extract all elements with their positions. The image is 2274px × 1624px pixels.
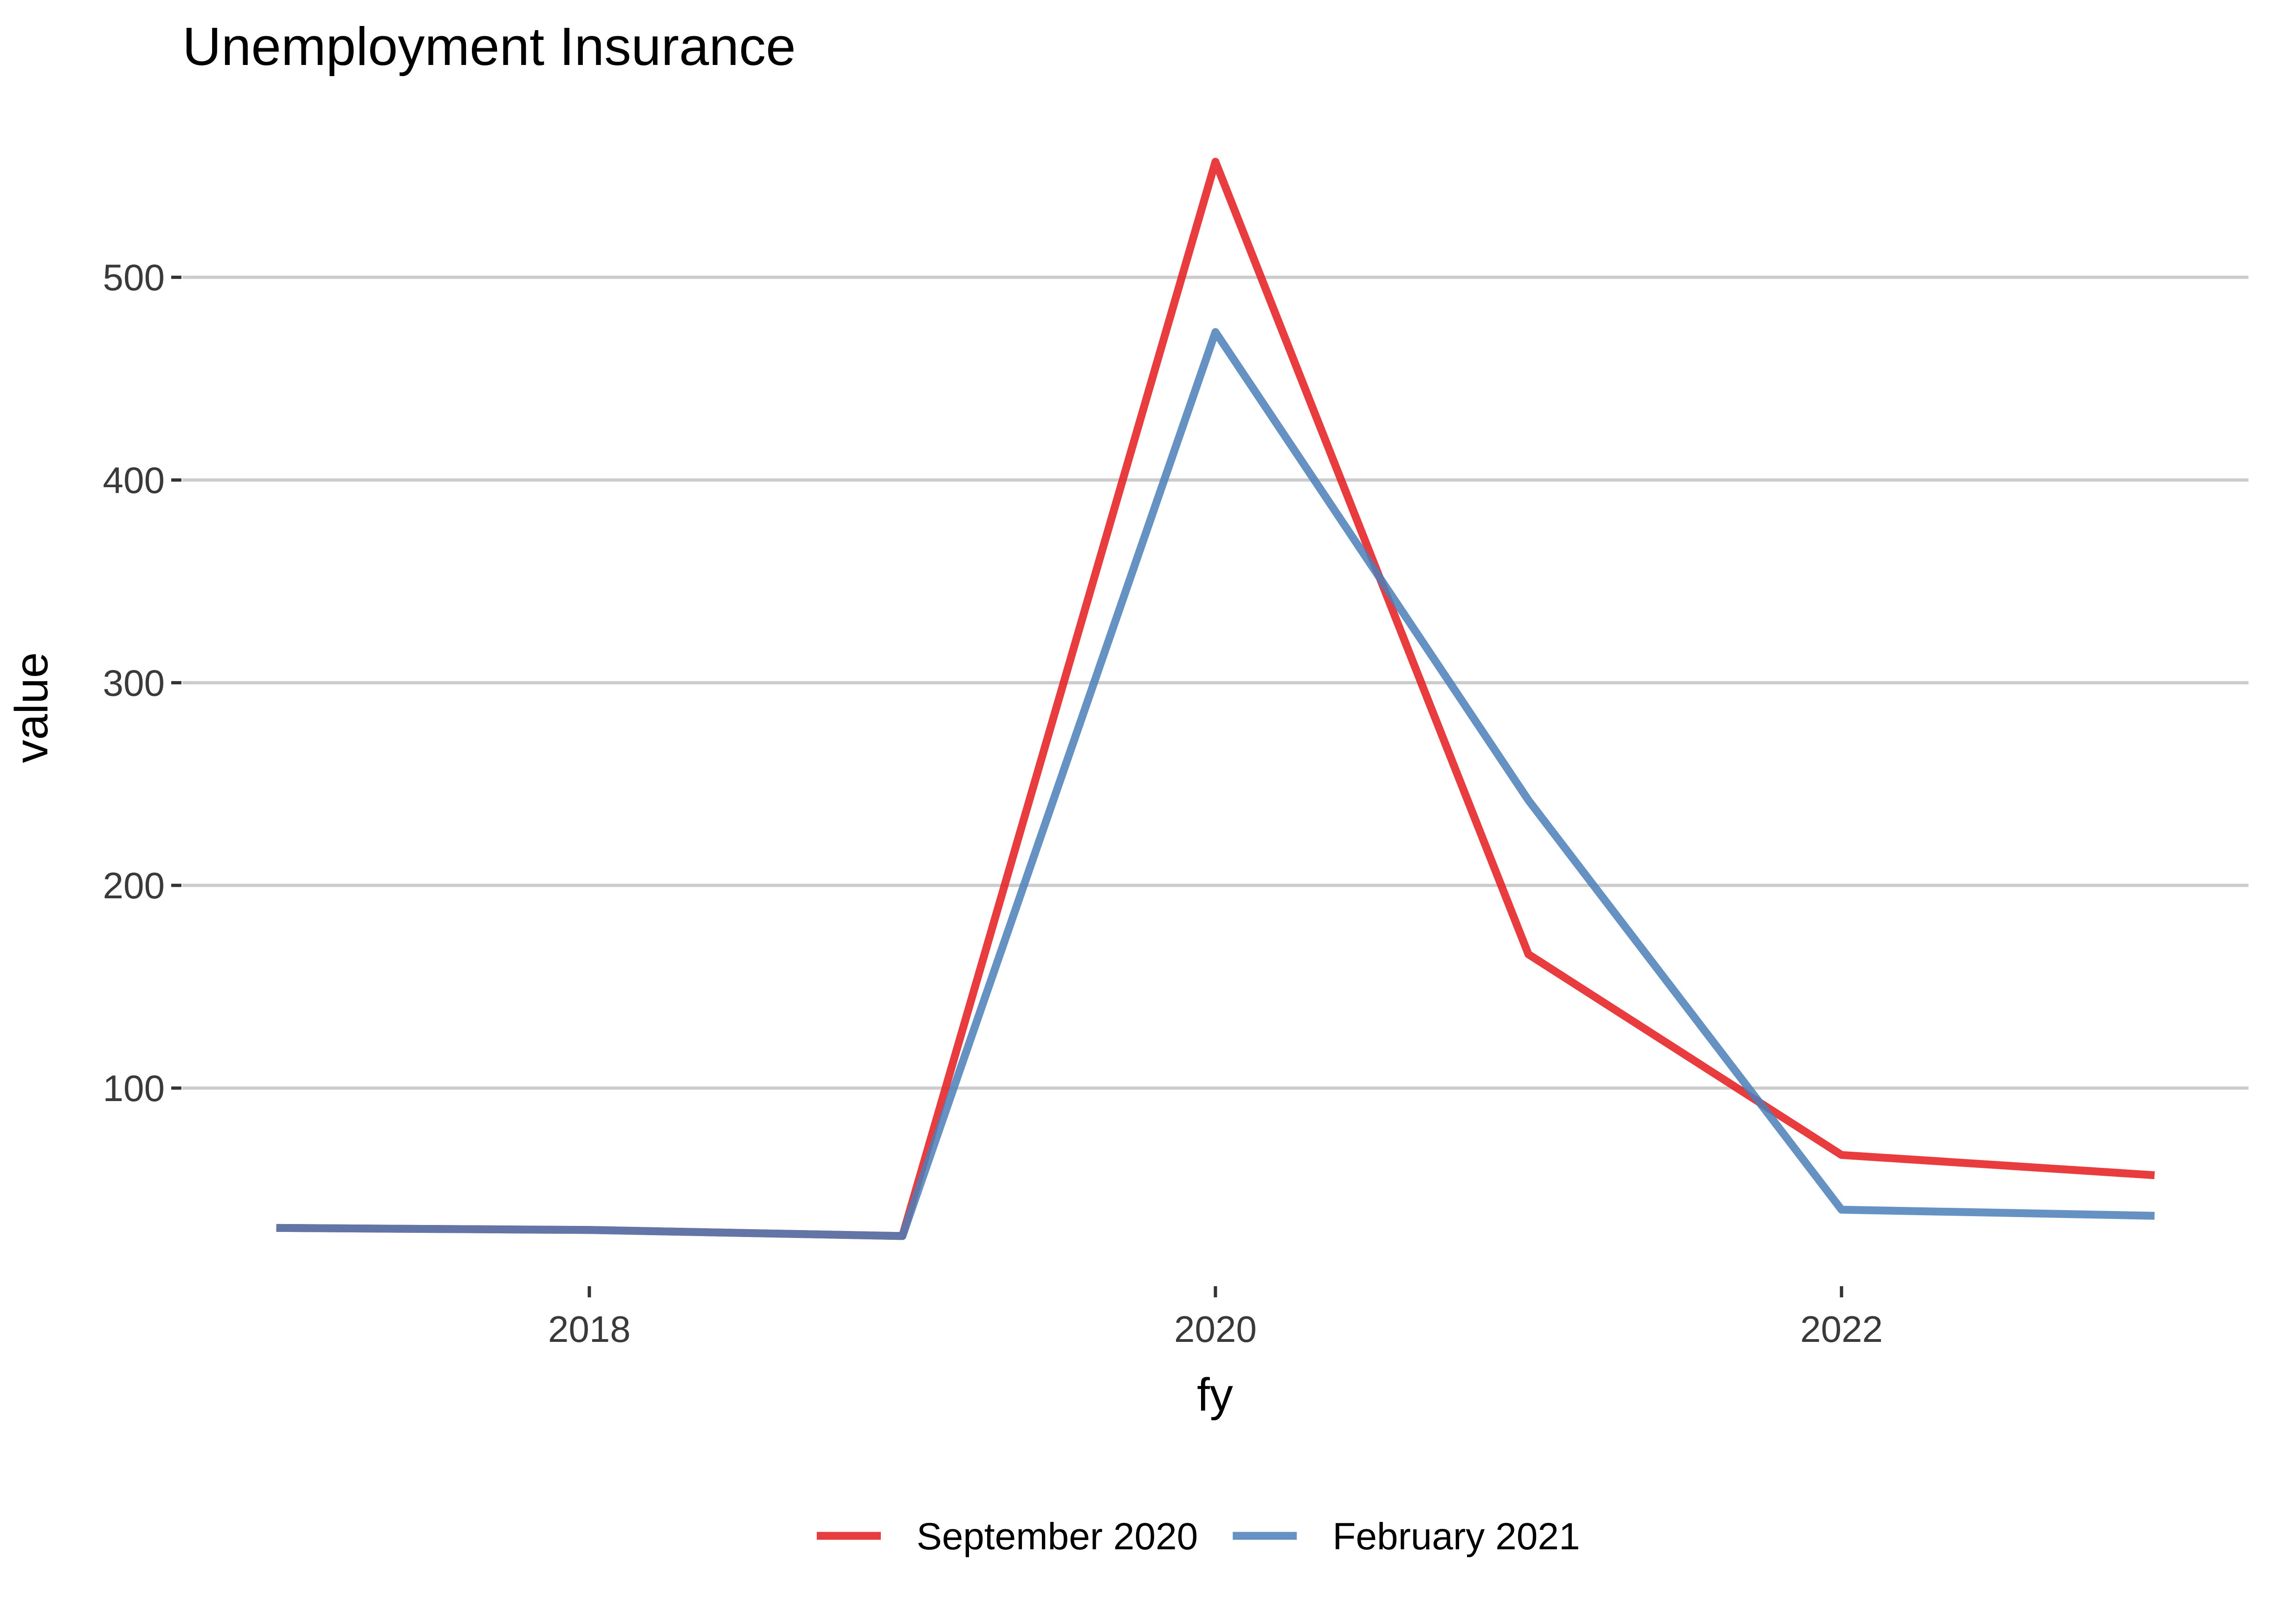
x-tick-label: 2018 bbox=[548, 1308, 631, 1350]
x-tick-label: 2020 bbox=[1174, 1308, 1257, 1350]
y-tick-label: 500 bbox=[103, 257, 165, 298]
y-tick-label: 400 bbox=[103, 459, 165, 501]
y-tick-label: 200 bbox=[103, 865, 165, 906]
y-gridlines bbox=[182, 276, 2248, 1090]
legend-label-1: September 2020 bbox=[917, 1515, 1198, 1558]
series-line-1 bbox=[276, 158, 2155, 1240]
x-axis: 2018 2020 2022 bbox=[548, 1286, 1883, 1350]
y-tick-label: 300 bbox=[103, 662, 165, 703]
y-axis-title: value bbox=[6, 652, 58, 763]
plot-series bbox=[276, 158, 2155, 1240]
legend-label-2: February 2021 bbox=[1332, 1515, 1580, 1558]
y-axis: 100 200 300 400 500 bbox=[103, 257, 181, 1109]
legend: September 2020 February 2021 bbox=[817, 1515, 1580, 1558]
y-tick-label: 100 bbox=[103, 1068, 165, 1109]
chart-title: Unemployment Insurance bbox=[182, 16, 796, 77]
x-axis-title: fy bbox=[1197, 1369, 1233, 1421]
series-line-2 bbox=[276, 328, 2155, 1240]
x-tick-label: 2022 bbox=[1800, 1308, 1883, 1350]
